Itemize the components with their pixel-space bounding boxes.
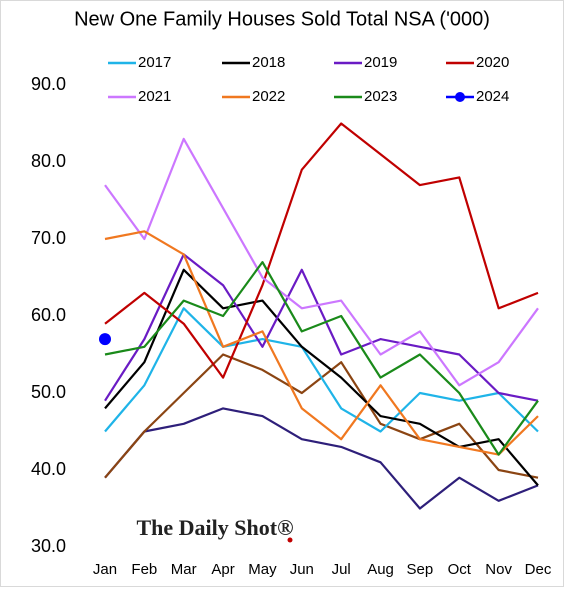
y-tick-label: 60.0 xyxy=(31,305,66,325)
legend-label: 2024 xyxy=(476,88,509,105)
x-tick-label: Sep xyxy=(407,561,434,578)
x-tick-label: Feb xyxy=(131,561,157,578)
watermark: The Daily Shot® xyxy=(136,515,293,540)
series-line xyxy=(104,407,539,510)
series-line xyxy=(104,230,539,456)
x-tick-label: Aug xyxy=(367,561,394,578)
legend-label: 2019 xyxy=(364,54,397,71)
x-tick-label: Dec xyxy=(525,561,552,578)
x-tick-label: May xyxy=(248,561,277,578)
x-tick-label: Jul xyxy=(332,561,351,578)
y-tick-label: 50.0 xyxy=(31,382,66,402)
x-tick-label: Oct xyxy=(448,561,472,578)
watermark-dot xyxy=(287,537,293,543)
x-tick-label: Jun xyxy=(290,561,314,578)
y-tick-label: 90.0 xyxy=(31,74,66,94)
legend-label: 2017 xyxy=(138,54,171,71)
legend-marker xyxy=(455,92,465,102)
series-line xyxy=(104,137,539,387)
series-line xyxy=(104,261,539,456)
legend-label: 2023 xyxy=(364,88,397,105)
series-line xyxy=(104,268,539,487)
series-point xyxy=(99,333,111,346)
y-tick-label: 80.0 xyxy=(31,151,66,171)
x-tick-label: Jan xyxy=(93,561,117,578)
legend-label: 2020 xyxy=(476,54,509,71)
chart-title: New One Family Houses Sold Total NSA ('0… xyxy=(74,8,490,30)
legend-label: 2022 xyxy=(252,88,285,105)
series-line xyxy=(104,307,539,433)
x-tick-label: Mar xyxy=(171,561,197,578)
series-line xyxy=(104,253,539,402)
y-tick-label: 30.0 xyxy=(31,536,66,556)
y-tick-label: 70.0 xyxy=(31,228,66,248)
x-tick-label: Apr xyxy=(211,561,234,578)
x-tick-label: Nov xyxy=(485,561,512,578)
legend-label: 2021 xyxy=(138,88,171,105)
series-line xyxy=(104,122,539,379)
legend-label: 2018 xyxy=(252,54,285,71)
y-tick-label: 40.0 xyxy=(31,459,66,479)
